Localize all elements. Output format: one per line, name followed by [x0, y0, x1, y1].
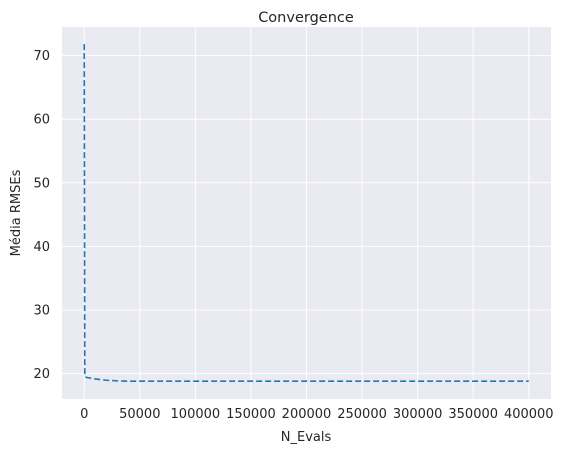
y-tick-label: 40 — [33, 240, 50, 255]
y-tick-labels: 20 30 40 50 60 70 — [33, 49, 50, 382]
y-tick-label: 20 — [33, 367, 50, 382]
series-line — [83, 44, 529, 382]
x-tick-label: 350000 — [448, 407, 498, 422]
series-group — [83, 44, 529, 382]
x-tick-label: 300000 — [393, 407, 443, 422]
x-tick-label: 200000 — [282, 407, 332, 422]
chart-title: Convergence — [258, 10, 354, 26]
y-axis-label: Média RMSEs — [9, 169, 24, 256]
y-tick-label: 50 — [33, 176, 50, 191]
x-axis-label: N_Evals — [281, 430, 332, 445]
y-tick-label: 30 — [33, 303, 50, 318]
x-tick-label: 50000 — [119, 407, 160, 422]
x-tick-label: 150000 — [226, 407, 276, 422]
y-tick-label: 60 — [33, 113, 50, 128]
x-tick-label: 100000 — [171, 407, 221, 422]
x-tick-label: 400000 — [504, 407, 554, 422]
x-tick-labels: 0 50000 100000 150000 200000 250000 300000 3500… — [80, 407, 554, 422]
x-tick-label: 0 — [80, 407, 88, 422]
y-tick-label: 70 — [33, 49, 50, 64]
grid — [62, 27, 551, 399]
x-tick-label: 250000 — [337, 407, 387, 422]
